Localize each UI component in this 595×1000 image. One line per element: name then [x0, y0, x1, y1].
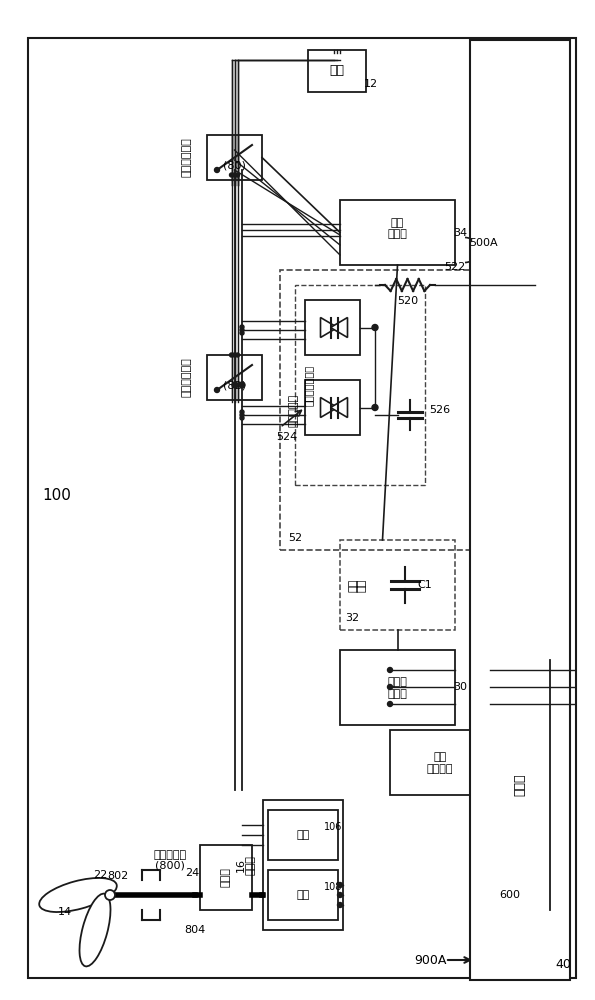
Circle shape — [337, 882, 343, 888]
Polygon shape — [330, 397, 347, 418]
Bar — [280, 270, 535, 550]
Bar — [340, 200, 455, 265]
Bar — [207, 135, 262, 180]
Text: 520: 520 — [397, 296, 418, 306]
Text: 14: 14 — [58, 907, 72, 917]
Polygon shape — [321, 318, 337, 338]
Text: 电网: 电网 — [330, 64, 345, 78]
Circle shape — [232, 382, 238, 388]
Text: 转子侧: 转子侧 — [387, 678, 408, 688]
Text: 100: 100 — [42, 488, 71, 502]
Bar — [268, 810, 338, 860]
Bar — [390, 730, 490, 795]
Text: 522: 522 — [444, 262, 466, 272]
Text: (80): (80) — [223, 160, 246, 170]
Circle shape — [337, 902, 343, 908]
Text: 第一开关元件: 第一开关元件 — [182, 138, 192, 177]
Text: 辅助: 辅助 — [433, 752, 447, 762]
Circle shape — [240, 328, 244, 332]
Text: (800): (800) — [155, 860, 185, 870]
Text: 转子: 转子 — [296, 890, 309, 900]
Text: 定子: 定子 — [296, 830, 309, 840]
Text: 控制器: 控制器 — [513, 774, 527, 796]
Circle shape — [236, 173, 240, 177]
Text: 804: 804 — [184, 925, 206, 935]
Text: 网侧
变流器: 网侧 变流器 — [387, 218, 408, 239]
Bar — [295, 285, 425, 485]
Circle shape — [233, 173, 236, 177]
Text: 发电机: 发电机 — [246, 855, 256, 875]
Circle shape — [240, 410, 244, 414]
Text: 802: 802 — [107, 871, 128, 881]
Circle shape — [240, 416, 244, 420]
Text: 直流: 直流 — [349, 578, 359, 592]
Text: 第二开关元件: 第二开关元件 — [182, 358, 192, 397]
Text: 齿轮笱: 齿轮笱 — [221, 868, 231, 887]
Bar — [305, 300, 360, 355]
Bar — [308, 50, 366, 92]
Bar — [340, 650, 455, 725]
Bar — [340, 540, 455, 630]
Text: 108: 108 — [324, 882, 342, 892]
Circle shape — [240, 325, 244, 329]
Text: 524: 524 — [276, 432, 298, 442]
Circle shape — [230, 173, 233, 177]
Text: 22: 22 — [93, 870, 107, 880]
Text: 526: 526 — [430, 405, 450, 415]
Bar — [263, 800, 343, 930]
Circle shape — [240, 413, 244, 417]
Text: 900A: 900A — [414, 954, 446, 966]
Text: 500A: 500A — [469, 238, 497, 248]
Text: 16: 16 — [236, 858, 246, 872]
Text: 制动电路: 制动电路 — [427, 764, 453, 774]
Ellipse shape — [39, 878, 117, 912]
Text: 转子侧开关元件: 转子侧开关元件 — [304, 364, 314, 406]
Circle shape — [215, 387, 220, 392]
Bar — [305, 380, 360, 435]
Text: 40: 40 — [555, 958, 571, 972]
Circle shape — [372, 404, 378, 410]
Text: 变流器: 变流器 — [387, 690, 408, 700]
Text: (82): (82) — [223, 380, 246, 390]
Circle shape — [240, 331, 244, 335]
Bar — [490, 660, 550, 910]
Circle shape — [372, 324, 378, 330]
Text: 24: 24 — [185, 867, 199, 878]
Text: C1: C1 — [418, 580, 433, 590]
Text: 钉路: 钉路 — [357, 578, 367, 592]
Text: 34: 34 — [453, 228, 467, 237]
Text: 52: 52 — [288, 533, 302, 543]
Polygon shape — [330, 318, 347, 338]
Circle shape — [215, 167, 220, 172]
Circle shape — [239, 382, 245, 388]
Text: 30: 30 — [453, 682, 467, 692]
Text: 32: 32 — [345, 613, 359, 623]
Text: 600: 600 — [499, 890, 521, 900]
Text: 机械制动器: 机械制动器 — [154, 850, 187, 860]
Bar — [207, 355, 262, 400]
Text: 106: 106 — [324, 822, 342, 832]
Circle shape — [337, 892, 343, 898]
Circle shape — [230, 353, 233, 357]
Bar — [268, 870, 338, 920]
Bar — [200, 845, 252, 910]
Ellipse shape — [80, 894, 111, 966]
Circle shape — [387, 684, 393, 690]
Polygon shape — [321, 397, 337, 418]
Circle shape — [387, 668, 393, 672]
Text: 12: 12 — [364, 79, 378, 89]
Circle shape — [233, 353, 236, 357]
Bar — [470, 40, 570, 980]
Circle shape — [387, 702, 393, 706]
Circle shape — [105, 890, 115, 900]
Text: 主制动电路: 主制动电路 — [289, 393, 299, 427]
Circle shape — [236, 353, 240, 357]
